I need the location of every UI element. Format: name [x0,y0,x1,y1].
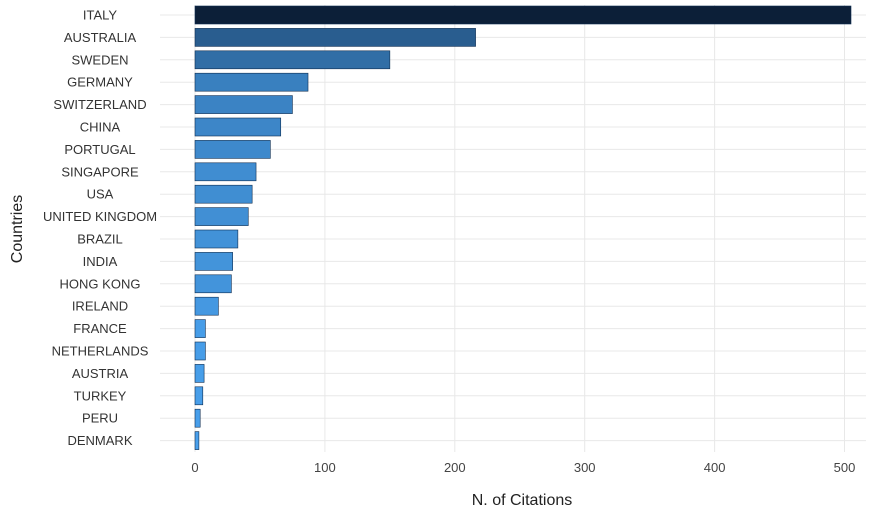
category-label: UNITED KINGDOM [43,209,157,224]
x-tick-label: 200 [444,460,466,475]
x-tick-label: 500 [834,460,856,475]
bar [194,140,271,159]
category-labels: ITALY AUSTRALIA SWEDEN GERMANY SWITZERLAND CH… [43,8,157,449]
bar [194,229,239,249]
x-tick-label: 100 [314,460,336,475]
bar [194,184,253,204]
bar [194,386,204,406]
category-label: DENMARK [67,433,132,448]
bar [194,431,200,450]
category-label: NETHERLANDS [52,344,149,359]
bar [194,341,206,361]
bar [194,72,309,92]
bar [194,408,201,428]
category-label: INDIA [83,254,118,269]
bar [194,95,293,114]
category-label: IRELAND [72,299,128,314]
gridlines [160,5,866,452]
x-tick-label: 300 [574,460,596,475]
x-tick-label: 400 [704,460,726,475]
category-label: PORTUGAL [64,142,135,157]
category-label: GERMANY [67,75,133,90]
bar [194,28,476,47]
bar [194,296,219,316]
category-label: AUSTRIA [72,366,129,381]
y-axis-title: Countries [9,195,26,263]
bar [194,274,232,294]
bar [194,364,205,383]
bars [194,5,852,450]
bar [194,207,249,226]
category-label: ITALY [83,8,118,23]
category-label: FRANCE [73,321,127,336]
category-label: SWITZERLAND [53,97,146,112]
category-label: PERU [82,411,118,426]
category-label: BRAZIL [77,232,123,247]
bar [194,319,206,338]
category-label: HONG KONG [60,276,141,291]
category-label: SWEDEN [71,52,128,67]
category-label: USA [87,187,114,202]
x-axis-title: N. of Citations [472,492,572,509]
category-label: AUSTRALIA [64,30,137,45]
x-axis-ticks: 0 100 200 300 400 500 [191,460,855,475]
bar [194,50,391,70]
category-label: CHINA [80,120,121,135]
bar [194,162,257,182]
x-tick-label: 0 [191,460,198,475]
bar [194,252,233,271]
bar [194,117,282,137]
category-label: SINGAPORE [61,164,139,179]
category-label: TURKEY [74,388,127,403]
bar [194,5,852,25]
